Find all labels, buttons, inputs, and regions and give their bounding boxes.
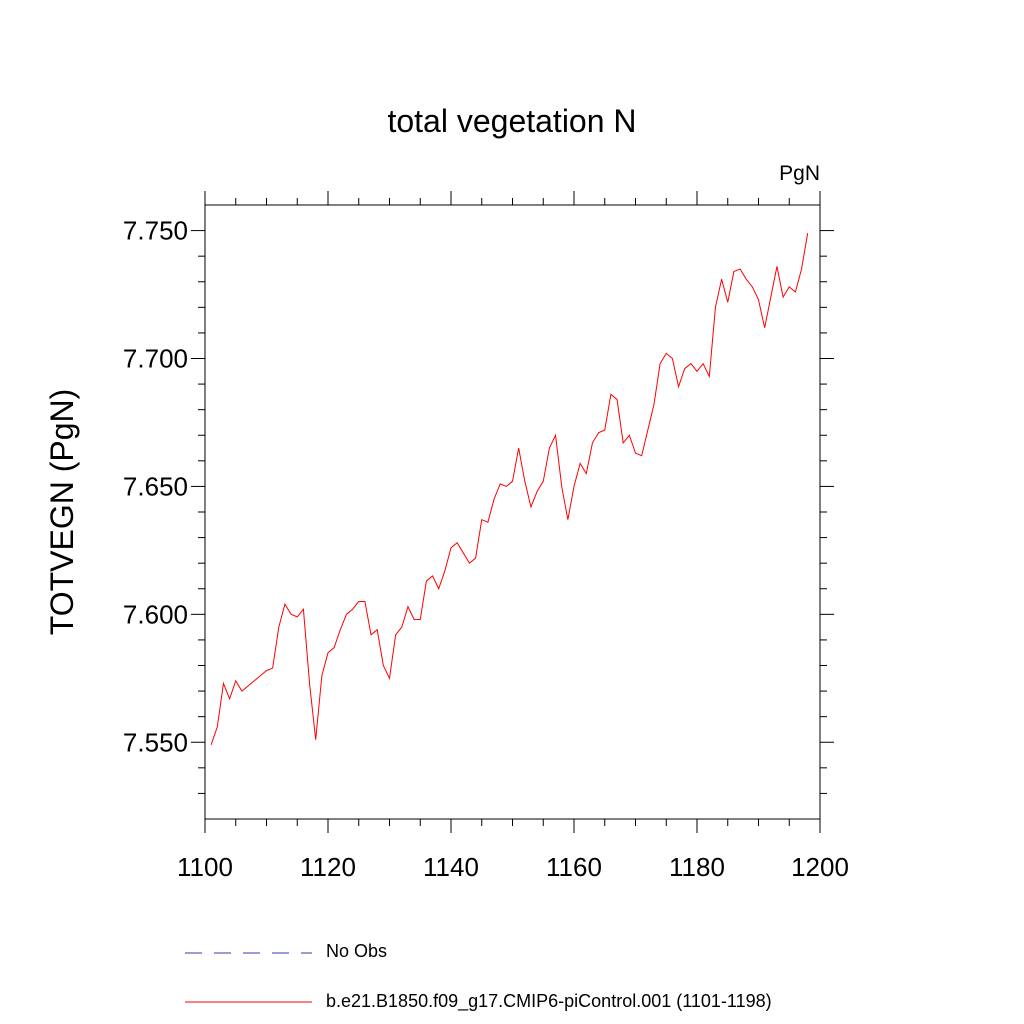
y-tick-label: 7.700 [123, 344, 188, 374]
legend-label-no-obs: No Obs [326, 941, 388, 961]
y-tick-label: 7.650 [123, 471, 188, 501]
x-tick-label: 1120 [300, 852, 356, 882]
y-axis-label: TOTVEGN (PgN) [44, 389, 80, 636]
y-tick-label: 7.550 [123, 727, 188, 757]
x-tick-label: 1140 [423, 852, 479, 882]
legend-label-model-run: b.e21.B1850.f09_g17.CMIP6-piControl.001 … [326, 991, 772, 1011]
plot-frame [204, 204, 821, 820]
y-tick-label: 7.600 [123, 599, 188, 629]
chart-title: total vegetation N [387, 103, 636, 139]
units-label: PgN [779, 162, 820, 185]
x-tick-label: 1180 [669, 852, 725, 882]
x-tick-label: 1160 [546, 852, 602, 882]
series-line [210, 233, 809, 745]
x-tick-label: 1200 [791, 852, 849, 882]
y-tick-label: 7.750 [123, 216, 188, 246]
legend [185, 952, 312, 1003]
axes-group: 1100 1120 1140 1160 1180 1200 7.550 7.600 7.650 7… [123, 191, 849, 882]
x-tick-label: 1100 [177, 852, 233, 882]
